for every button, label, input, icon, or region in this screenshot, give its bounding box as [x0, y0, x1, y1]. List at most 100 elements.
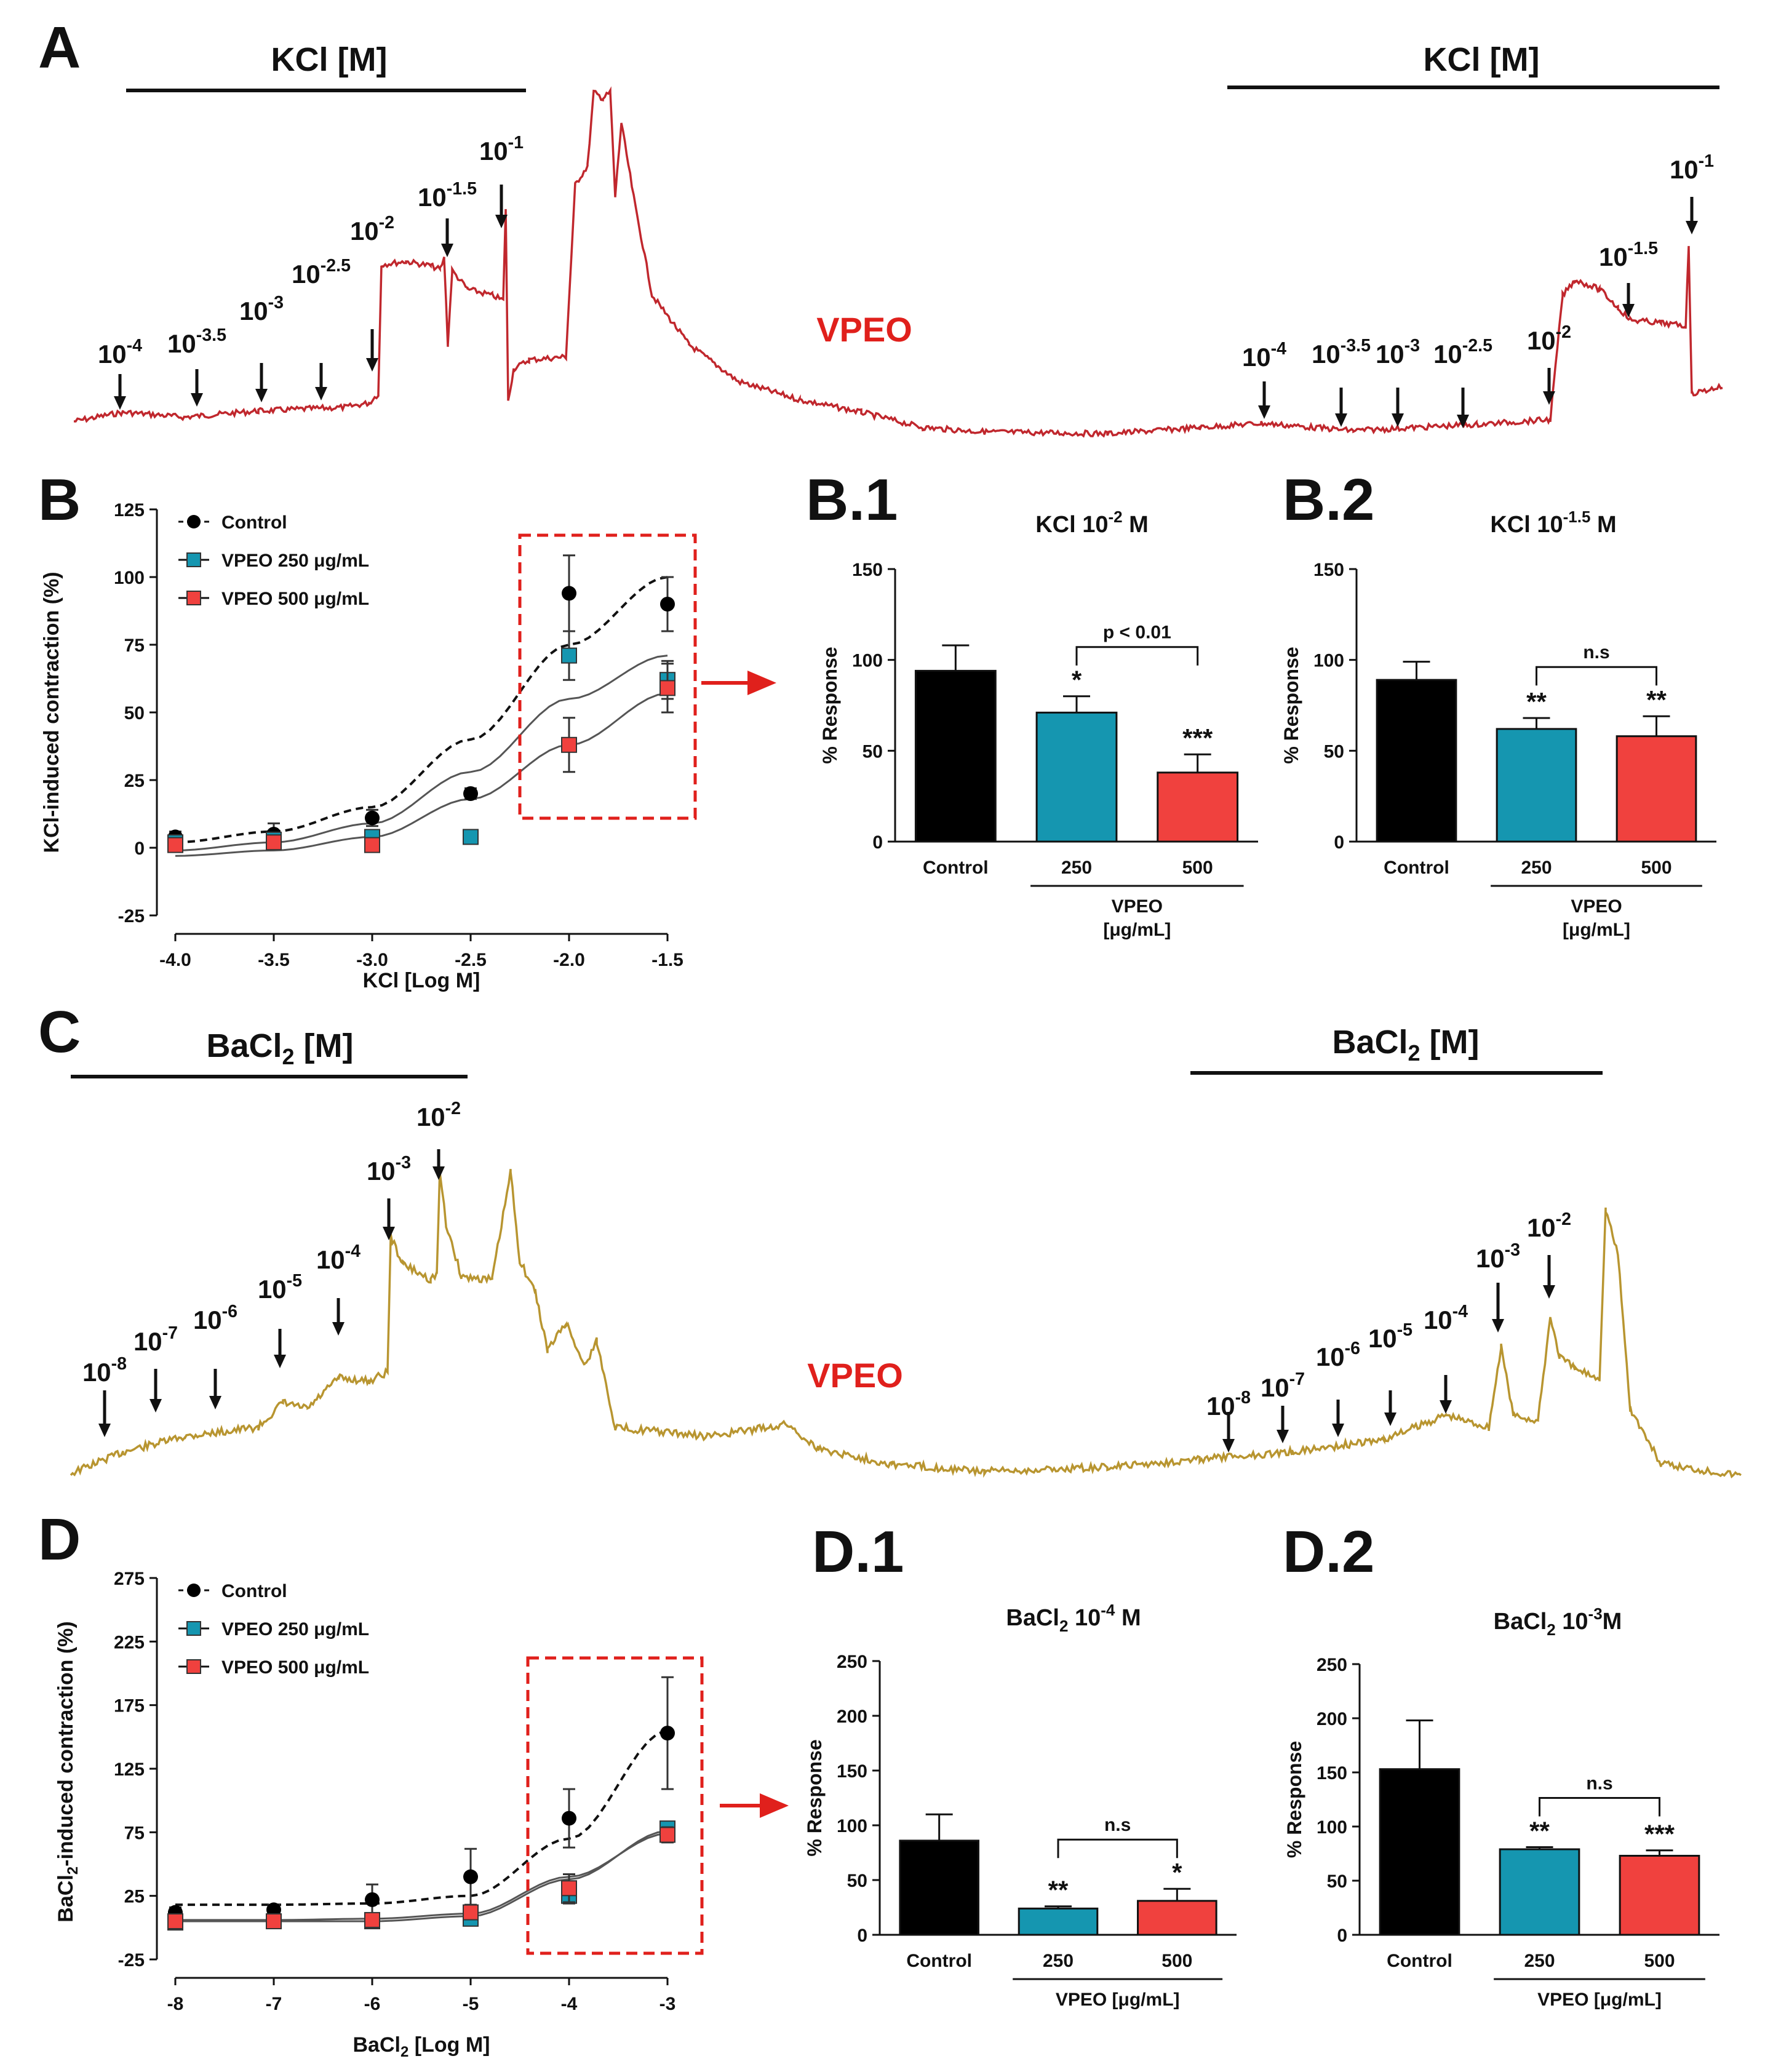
- y-axis-label-tail: -induced contraction (%): [54, 1621, 78, 1867]
- dose-label-exp: -3.5: [196, 325, 226, 345]
- panel-label-b2: B.2: [1283, 467, 1374, 533]
- significance-stars: *: [1072, 666, 1082, 695]
- y-tick-label: 50: [847, 1871, 867, 1891]
- dose-arrow-head: [1258, 405, 1270, 419]
- panel-label-d2: D.2: [1283, 1519, 1374, 1585]
- chart-title-sub: 2: [1547, 1620, 1555, 1639]
- dose-label: 10-2: [416, 1099, 461, 1131]
- panel-label-c: C: [38, 999, 81, 1065]
- dose-label-base: 10: [133, 1327, 162, 1356]
- y-tick-label: -25: [118, 1950, 145, 1970]
- x-tick-label: -3.0: [356, 950, 388, 970]
- vpeo-label-a: VPEO: [816, 310, 912, 349]
- dose-arrow-head: [1686, 221, 1698, 234]
- data-point-control: [365, 810, 380, 826]
- dose-label-exp: -4: [1452, 1302, 1468, 1321]
- data-point-2: [266, 834, 282, 851]
- significance-stars: ***: [1182, 723, 1213, 752]
- vpeo-label-c: VPEO: [807, 1356, 903, 1395]
- highlight-box: [518, 533, 697, 820]
- y-tick-label: 150: [837, 1761, 867, 1782]
- legend-label: VPEO 250 μg/mL: [221, 1619, 369, 1640]
- data-point-2: [561, 736, 577, 753]
- chart-title-base: KCl 10: [1035, 512, 1108, 538]
- dose-label-exp: -7: [1289, 1369, 1305, 1389]
- dose-label: 10-3: [1376, 336, 1420, 369]
- legend-label: VPEO 500 μg/mL: [221, 1657, 369, 1678]
- kcl-bar-chart-b1: 0 50 100 150 % Response Control * 250 *** 500 p < …: [819, 508, 1258, 940]
- y-axis-label: BaCl2-induced contraction (%): [54, 1621, 81, 1922]
- bacl2-bar-right-label: BaCl2 [M]: [1332, 1024, 1479, 1066]
- chart-title-sub: 2: [1059, 1617, 1068, 1635]
- highlight-arrow-b: [701, 671, 776, 695]
- dose-label-base: 10: [316, 1245, 345, 1274]
- chart-title-exp: -4: [1101, 1601, 1115, 1619]
- dose-label-base: 10: [1670, 155, 1699, 184]
- dose-label: 10-2.5: [292, 256, 351, 289]
- dose-label: 10-1.5: [1599, 239, 1658, 271]
- data-point-2: [364, 837, 380, 853]
- dose-label-base: 10: [1261, 1373, 1289, 1402]
- data-point-2: [266, 1913, 282, 1929]
- dose-label-base: 10: [416, 1102, 445, 1131]
- dose-label-exp: -1.5: [447, 179, 477, 199]
- dose-label: 10-4: [98, 336, 142, 369]
- dose-arrow-head: [383, 1227, 395, 1240]
- y-tick-label: 75: [124, 636, 145, 656]
- dose-arrow-head: [366, 358, 378, 372]
- chart-title-mid: 10: [1068, 1605, 1101, 1631]
- bracket-label: n.s: [1104, 1815, 1131, 1835]
- dose-label-exp: -2: [445, 1099, 461, 1118]
- data-point-control: [660, 597, 675, 612]
- data-point-2: [561, 1880, 577, 1897]
- dose-label-exp: -8: [1235, 1388, 1251, 1408]
- dose-label: 10-1: [1670, 151, 1714, 184]
- comparison-bracket: [1539, 1796, 1660, 1817]
- bar-1: [1018, 1907, 1099, 1936]
- y-axis-label: % Response: [1283, 1741, 1305, 1858]
- fit-curve-0: [175, 576, 668, 844]
- dose-label-base: 10: [1242, 343, 1271, 372]
- x-tick-label: -3: [659, 1994, 676, 2014]
- dose-arrow-head: [1335, 413, 1347, 427]
- dose-arrow-head: [274, 1355, 286, 1368]
- bar-1: [1499, 1848, 1580, 1936]
- dose-label-base: 10: [1476, 1244, 1505, 1273]
- y-tick-label: 100: [1317, 1817, 1347, 1838]
- comparison-bracket: [1057, 1838, 1178, 1859]
- y-tick-label: -25: [118, 906, 145, 926]
- x-axis-label-tail: [Log M]: [408, 2033, 490, 2057]
- dose-arrow-head: [114, 396, 126, 410]
- data-point-control: [660, 1726, 675, 1741]
- fit-curve-1: [175, 1830, 668, 1923]
- panel-label-b1: B.1: [806, 467, 898, 533]
- dose-label: 10-2: [1527, 1209, 1571, 1242]
- y-tick-label: 0: [1334, 832, 1344, 853]
- significance-stars: **: [1048, 1876, 1069, 1905]
- panel-label-b: B: [38, 467, 81, 533]
- dose-label-base: 10: [1527, 1213, 1556, 1242]
- bar-1: [1035, 711, 1118, 843]
- bacl2-dose-response-chart: -25 25 75 125 175 225 275 -8 -7 -6 -5 -4 -3 Control VP…: [54, 1569, 704, 2060]
- bar-2: [1616, 735, 1697, 843]
- category-label: 250: [1524, 1951, 1555, 1971]
- category-label: 250: [1521, 858, 1552, 878]
- dose-label-base: 10: [418, 183, 447, 212]
- dose-label-exp: -6: [222, 1302, 237, 1321]
- dose-label: 10-5: [258, 1271, 302, 1304]
- dose-label-exp: -4: [1271, 339, 1287, 359]
- x-tick-label: -2.5: [455, 950, 487, 970]
- y-tick-label: 250: [1317, 1655, 1347, 1675]
- data-point-control: [463, 1869, 478, 1884]
- bar-2: [1137, 1900, 1217, 1936]
- dose-label-base: 10: [1312, 340, 1341, 369]
- dose-label-base: 10: [1206, 1392, 1235, 1421]
- dose-label: 10-2: [350, 213, 394, 245]
- dose-label-base: 10: [292, 260, 321, 289]
- y-tick-label: 25: [124, 1887, 145, 1907]
- y-tick-label: 0: [857, 1926, 867, 1946]
- dose-label-base: 10: [167, 329, 196, 358]
- dose-label-base: 10: [479, 137, 508, 165]
- dose-label-exp: -4: [345, 1241, 361, 1261]
